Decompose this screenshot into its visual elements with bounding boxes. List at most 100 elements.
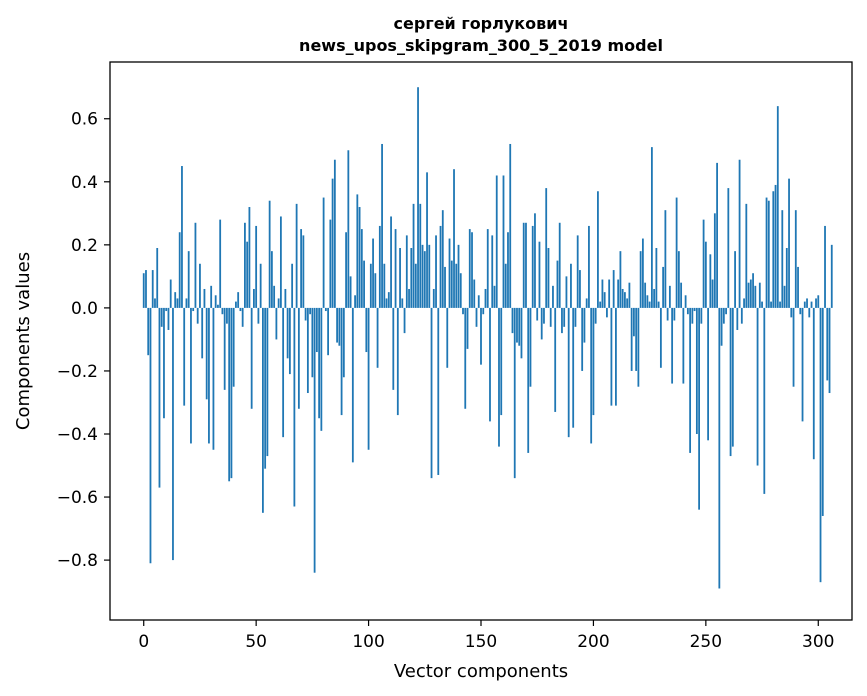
bar: [707, 307, 709, 441]
bar: [367, 307, 370, 450]
bar: [597, 191, 599, 308]
bar: [716, 162, 718, 308]
bar: [196, 307, 199, 324]
bar: [372, 238, 374, 308]
bar: [776, 106, 779, 308]
bar: [190, 307, 192, 444]
bar: [547, 248, 550, 308]
bar: [383, 263, 386, 308]
bar: [826, 307, 829, 381]
chart-subtitle: news_upos_skipgram_300_5_2019 model: [299, 36, 663, 55]
chart-title: сергей горлукович: [394, 14, 569, 33]
bar: [572, 307, 575, 428]
bar: [606, 307, 608, 318]
bar: [187, 251, 190, 308]
bar: [565, 276, 568, 308]
bar: [792, 307, 795, 387]
bar: [639, 251, 642, 308]
bar: [534, 213, 536, 308]
bar: [695, 307, 698, 434]
bar: [293, 307, 296, 507]
bar: [446, 307, 449, 368]
bar: [360, 229, 363, 308]
bar: [390, 216, 392, 308]
bar: [338, 307, 341, 346]
bar: [698, 307, 700, 510]
bar: [279, 216, 282, 308]
bar: [788, 178, 790, 308]
bar: [385, 298, 388, 308]
bar: [408, 288, 410, 308]
bar: [430, 307, 433, 479]
bar: [747, 282, 750, 308]
bar: [770, 301, 772, 308]
bar: [248, 207, 251, 308]
bar: [241, 307, 244, 327]
bar: [810, 301, 813, 308]
bar: [570, 263, 572, 308]
bar: [815, 298, 817, 308]
bar: [484, 288, 487, 308]
bar: [828, 307, 831, 394]
bar: [590, 307, 593, 444]
bar: [682, 307, 685, 384]
bar: [331, 178, 334, 308]
bar: [201, 307, 204, 359]
bar: [626, 298, 629, 308]
bar: [543, 307, 545, 324]
bar: [615, 307, 617, 406]
bar: [324, 307, 327, 312]
bar: [538, 241, 541, 308]
bar: [473, 279, 476, 308]
bar: [208, 307, 210, 444]
bar: [399, 248, 401, 308]
y-axis-ticks: −0.8 −0.6 −0.4 −0.2 0.0 0.2 0.4 0.6: [57, 110, 110, 571]
bar: [808, 307, 811, 318]
x-tick-label: 250: [690, 632, 722, 652]
bar: [459, 273, 462, 308]
bar: [315, 307, 318, 353]
bar: [358, 207, 361, 308]
bar: [722, 307, 725, 324]
bar: [790, 307, 793, 318]
bar: [167, 307, 170, 330]
bar: [421, 244, 424, 308]
bar: [403, 307, 406, 334]
bar: [794, 210, 797, 308]
bar: [349, 276, 352, 308]
bar: [228, 307, 231, 482]
bar: [322, 197, 325, 308]
bar: [819, 307, 822, 583]
bar: [513, 307, 516, 479]
bar: [239, 307, 242, 312]
bar: [749, 279, 752, 308]
bar: [268, 200, 271, 308]
bar: [549, 307, 552, 327]
bar: [417, 87, 419, 308]
bar: [630, 307, 633, 371]
bar: [457, 244, 460, 308]
y-tick-label: −0.2: [57, 362, 98, 382]
bar: [354, 295, 356, 308]
bar: [702, 219, 705, 308]
bar: [704, 241, 707, 308]
bar: [426, 172, 428, 308]
bar: [158, 307, 161, 488]
bar: [199, 263, 201, 308]
x-axis-ticks: 0 50 100 150 200 250 300: [138, 620, 834, 652]
bar: [531, 225, 534, 308]
bar: [536, 307, 539, 321]
bar: [149, 307, 152, 564]
bar: [711, 279, 714, 308]
bar: [554, 307, 557, 412]
bar: [455, 263, 458, 308]
bar: [306, 307, 309, 394]
bar: [212, 307, 215, 450]
bar: [282, 307, 285, 438]
bar: [655, 248, 658, 308]
bar: [720, 307, 723, 346]
y-tick-label: 0.6: [71, 110, 98, 130]
bar: [567, 307, 570, 438]
bar: [210, 285, 213, 308]
bar: [365, 307, 368, 353]
